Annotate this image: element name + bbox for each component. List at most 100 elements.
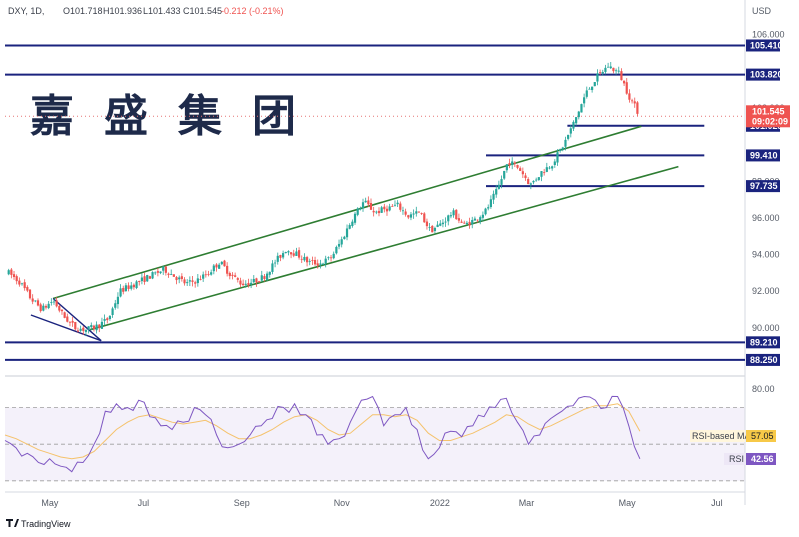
candle-body [28,289,32,299]
candle-body [276,255,279,262]
candle-body [159,271,162,274]
rsi-value-bg [746,453,776,465]
candle-body [591,86,594,90]
candle-body [609,66,612,69]
candle-body [479,217,482,222]
current-price-tag: 101.545 09:02:09 [746,105,790,128]
candle-body [503,170,506,179]
channel-line[interactable] [52,125,642,300]
candle-body [23,282,26,289]
wedge-line[interactable] [30,314,102,342]
candle-body [148,276,151,279]
candle-body [388,206,391,211]
candle-body [436,224,439,228]
candle-body [127,285,130,289]
candle-body [377,210,381,214]
candle-body [98,324,101,328]
candle-body [183,279,186,284]
candle-body [231,274,234,276]
candle-body [620,71,623,81]
level-tag-bg [746,68,780,81]
candle-body [122,287,125,292]
candle-body [313,260,317,265]
candle-body [473,218,476,221]
candle-body [319,263,322,265]
rsi-ma-tag: RSI-based MA 57.05 [690,430,776,442]
candle-body [636,102,639,114]
candle-body [385,208,389,212]
candle-body [548,167,551,169]
candle-body [255,278,258,283]
candle-body [529,183,532,185]
candle-body [524,175,527,179]
rsi-value: 42.56 [751,454,774,464]
candle-body [196,278,199,284]
price-tick-label: 96.000 [752,213,780,223]
candle-body [268,271,271,275]
candle-body [281,253,285,258]
candle-body [556,152,559,163]
candle-body [601,71,604,74]
candle-body [58,306,61,311]
candle-body [545,167,548,172]
level-tag-label: 97.735 [750,181,778,191]
candle-body [481,214,484,218]
candle-body [630,100,634,102]
candle-body [332,253,335,259]
candle-body [513,162,516,164]
candle-body [622,80,626,84]
candle-body [535,179,538,181]
candle-body [599,72,602,73]
price-pane[interactable] [0,0,745,376]
current-price-tag-bg [746,105,790,128]
time-tick-label: Mar [519,498,535,508]
candle-body [372,210,375,213]
ohlc-low: L101.433 [143,6,181,16]
candle-body [274,262,277,264]
candle-body [34,300,37,302]
rsi-ma-label: RSI-based MA [692,431,751,441]
candle-body [399,203,402,210]
candle-body [178,277,181,280]
candle-body [146,275,149,282]
candle-body [172,274,175,277]
rsi-ma-value: 57.05 [751,431,774,441]
candle-body [614,70,618,72]
candle-body [90,325,93,328]
candle-body [391,206,394,207]
candle-body [329,257,333,259]
candle-body [583,97,586,104]
candle-body [348,225,351,229]
time-axis: May Jul Sep Nov 2022 Mar May Jul [41,498,722,508]
candle-body [455,209,458,220]
candle-body [215,264,218,268]
candle-body [220,261,223,265]
wedge-line[interactable] [52,298,102,342]
candle-body [76,330,80,332]
price-tick-label: 106.000 [752,30,785,40]
candle-body [612,67,615,72]
rsi-ma-value-bg [746,430,776,442]
level-tag-label: 89.210 [750,337,778,347]
candle-body [396,202,399,205]
candle-body [441,222,445,225]
candle-body [580,104,583,113]
candle-body [460,221,463,223]
candle-body [234,275,237,277]
rsi-line [4,395,641,473]
candle-body [369,203,373,210]
candle-body [428,227,431,228]
price-tick-label: 90.000 [752,323,780,333]
rsi-label: RSI [729,454,744,464]
candle-body [207,273,210,275]
tradingview-logo-icon [6,519,19,527]
candle-body [210,272,213,275]
time-tick-label: Sep [234,498,250,508]
tradingview-logo[interactable]: TradingView [6,519,71,529]
channel-line[interactable] [89,165,679,331]
candle-body [465,222,469,225]
candle-body [60,309,64,312]
candle-body [295,251,298,256]
symbol-label[interactable]: DXY, 1D, [8,6,44,16]
